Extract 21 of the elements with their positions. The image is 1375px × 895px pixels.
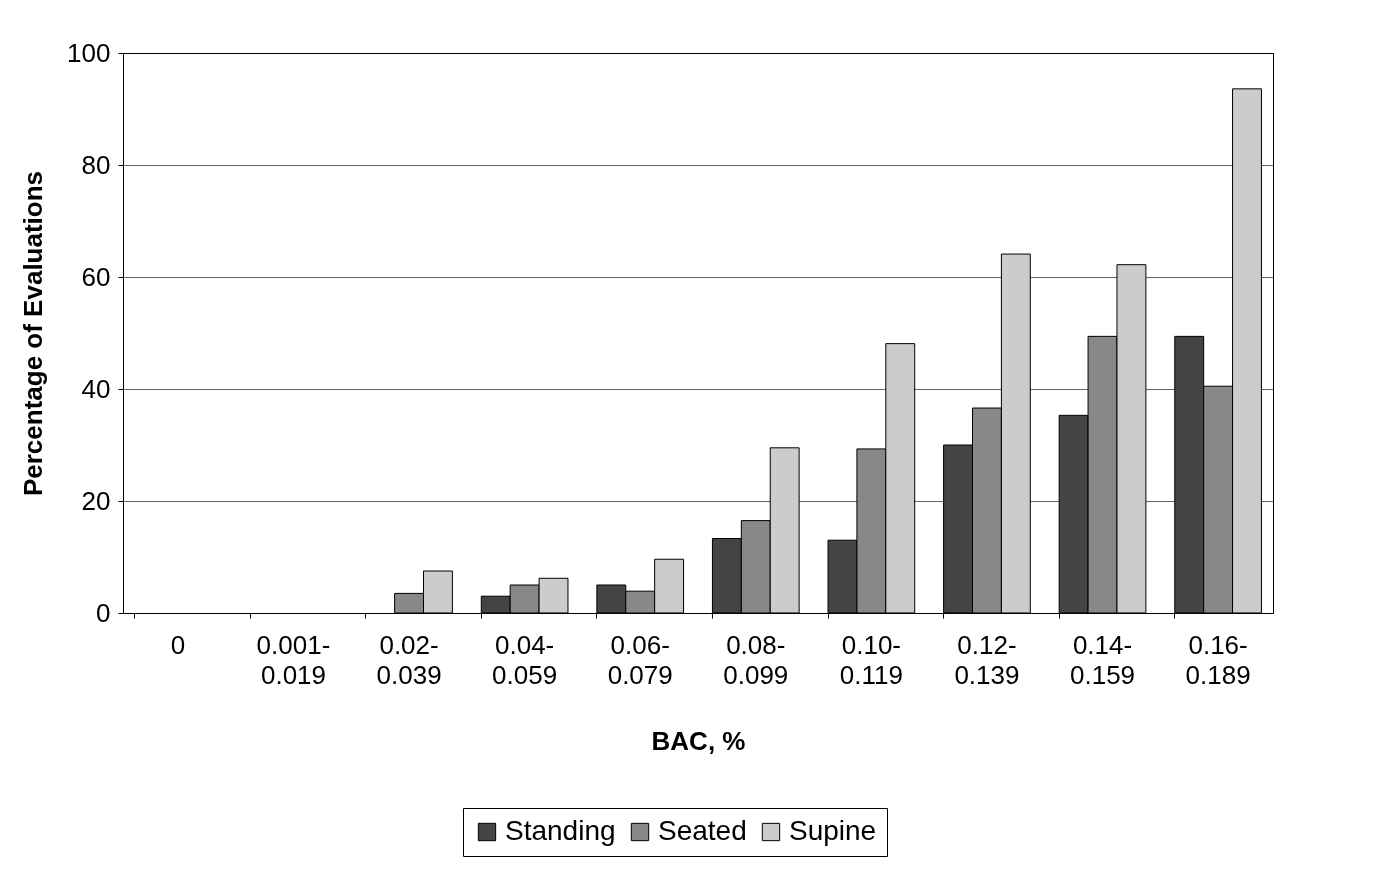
x-tick-label: 0.04-0.059 xyxy=(492,629,558,690)
x-axis-title: BAC, % xyxy=(651,725,746,756)
x-tick-label: 0.001-0.019 xyxy=(256,629,331,690)
x-tick-label: 0.02-0.039 xyxy=(376,629,442,690)
y-tick-label: 0 xyxy=(96,597,111,628)
y-tick-label: 60 xyxy=(81,261,111,292)
x-tick-label: 0.08-0.099 xyxy=(723,629,789,690)
x-tick-label: 0 xyxy=(170,629,186,660)
y-tick-label: 20 xyxy=(81,485,111,516)
legend-label: Seated xyxy=(658,815,747,846)
x-tick-label: 0.14-0.159 xyxy=(1069,629,1136,690)
y-tick-label: 40 xyxy=(81,373,111,404)
x-tick-label: 0.12-0.139 xyxy=(954,629,1020,690)
x-tick-label: 0.06-0.079 xyxy=(607,629,673,690)
y-tick-label: 80 xyxy=(81,149,111,180)
x-tick-label: 0.10-0.119 xyxy=(839,629,903,690)
legend-label: Standing xyxy=(505,815,616,846)
y-axis-title: Percentage of Evaluations xyxy=(18,170,49,497)
y-tick-label: 100 xyxy=(67,37,111,68)
x-tick-label: 0.16-0.189 xyxy=(1185,629,1251,690)
legend-label: Supine xyxy=(789,815,877,846)
